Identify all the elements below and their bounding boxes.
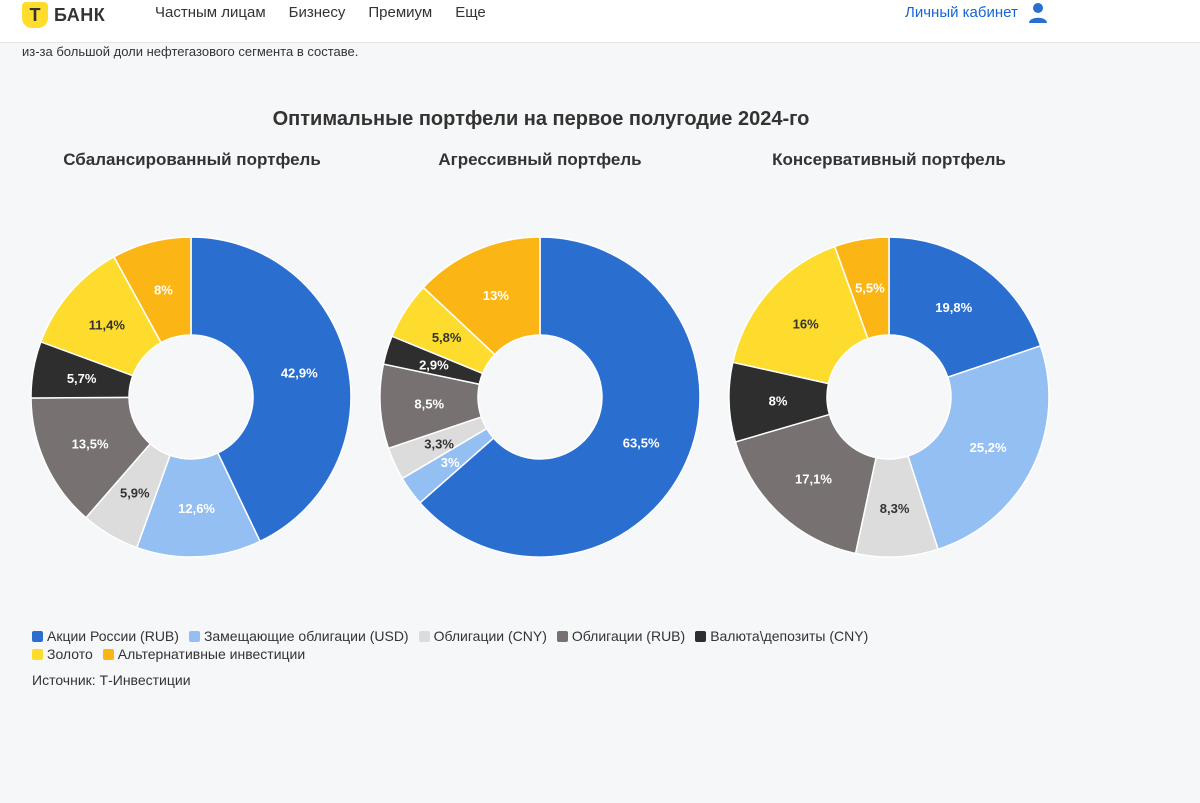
legend-label: Акции России (RUB) <box>47 628 179 644</box>
slice-label-aggressive-fx-deposits-cny: 2,9% <box>419 357 449 372</box>
slice-aggressive-stocks-rub[interactable] <box>418 236 701 558</box>
legend-label: Валюта\депозиты (CNY) <box>710 628 869 644</box>
slice-balanced-subst-bonds-usd[interactable] <box>135 451 262 558</box>
user-icon[interactable] <box>1028 2 1048 24</box>
slice-label-balanced-bonds-cny: 5,9% <box>120 486 150 501</box>
slice-conservative-subst-bonds-usd[interactable] <box>907 344 1050 551</box>
intro-text: из-за большой доли нефтегазового сегмент… <box>22 44 359 59</box>
legend-swatch <box>32 630 43 642</box>
nav-item-premium[interactable]: Премиум <box>368 4 433 21</box>
slice-label-balanced-gold: 11,4% <box>89 318 126 333</box>
legend-label: Облигации (RUB) <box>571 628 686 644</box>
slice-label-balanced-fx-deposits-cny: 5,7% <box>67 371 97 386</box>
logo-shield-icon: Т <box>22 2 48 28</box>
legend-swatch <box>556 630 568 642</box>
top-navigation-bar: Т БАНК Частным лицам Бизнесу Премиум Еще… <box>0 0 1200 43</box>
legend-item-fx-deposits-cny[interactable]: Валюта\депозиты (CNY) <box>695 628 868 644</box>
slice-balanced-stocks-rub[interactable] <box>190 236 352 543</box>
nav-item-business[interactable]: Бизнесу <box>288 4 346 21</box>
legend-label: Замещающие облигации (USD) <box>203 628 409 644</box>
slice-label-aggressive-alternative: 13% <box>483 288 509 303</box>
legend-item-bonds-rub[interactable]: Облигации (RUB) <box>556 628 686 644</box>
slice-label-conservative-alternative: 5,5% <box>855 281 885 296</box>
legend-label: Облигации (CNY) <box>433 628 547 644</box>
legend-item-subst-bonds-usd[interactable]: Замещающие облигации (USD) <box>188 628 409 644</box>
slice-conservative-bonds-rub[interactable] <box>734 413 877 555</box>
slice-conservative-alternative[interactable] <box>833 236 890 340</box>
slice-label-aggressive-bonds-cny: 3,3% <box>424 436 454 451</box>
legend-label: Золото <box>47 646 93 662</box>
legend-swatch <box>188 630 200 642</box>
slice-label-aggressive-bonds-rub: 8,5% <box>414 397 444 412</box>
slice-label-balanced-subst-bonds-usd: 12,6% <box>178 501 215 516</box>
legend-item-stocks-rub[interactable]: Акции России (RUB) <box>32 628 179 644</box>
slice-label-conservative-bonds-rub: 17,1% <box>795 471 832 486</box>
slice-label-balanced-bonds-rub: 13,5% <box>72 436 109 451</box>
legend-label: Альтернативные инвестиции <box>117 646 306 662</box>
slice-label-aggressive-stocks-rub: 63,5% <box>623 436 660 451</box>
legend-swatch <box>102 648 114 660</box>
logo-text: БАНК <box>54 4 106 25</box>
pie-title-conservative: Консервативный портфель <box>772 150 1006 169</box>
chart-source: Источник: Т-Инвестиции <box>32 672 191 688</box>
slice-conservative-gold[interactable] <box>731 245 869 385</box>
slice-label-conservative-gold: 16% <box>793 317 819 332</box>
legend-swatch <box>418 630 430 642</box>
slice-conservative-stocks-rub[interactable] <box>888 236 1042 379</box>
legend-item-bonds-cny[interactable]: Облигации (CNY) <box>418 628 547 644</box>
legend-item-gold[interactable]: Золото <box>32 646 93 662</box>
slice-label-conservative-fx-deposits-cny: 8% <box>769 394 788 409</box>
main-nav: Частным лицам Бизнесу Премиум Еще <box>155 4 486 21</box>
slice-label-aggressive-subst-bonds-usd: 3% <box>441 455 460 470</box>
slice-label-balanced-alternative: 8% <box>154 282 173 297</box>
personal-account-link[interactable]: Личный кабинет <box>905 4 1018 21</box>
legend-item-alternative[interactable]: Альтернативные инвестиции <box>102 646 306 662</box>
legend-swatch <box>32 648 43 660</box>
chart-title: Оптимальные портфели на первое полугодие… <box>272 108 810 130</box>
slice-label-conservative-subst-bonds-usd: 25,2% <box>970 440 1007 455</box>
slice-label-balanced-stocks-rub: 42,9% <box>281 365 318 380</box>
slice-aggressive-alternative[interactable] <box>422 236 541 356</box>
pie-title-balanced: Сбалансированный портфель <box>63 150 321 169</box>
slice-balanced-alternative[interactable] <box>112 236 192 344</box>
nav-item-individuals[interactable]: Частным лицам <box>155 4 266 21</box>
pie-title-aggressive: Агрессивный портфель <box>438 150 642 169</box>
bank-logo[interactable]: Т БАНК <box>22 2 105 28</box>
slice-label-aggressive-gold: 5,8% <box>432 330 462 345</box>
slice-label-conservative-stocks-rub: 19,8% <box>935 300 972 315</box>
chart-legend: Акции России (RUB) Замещающие облигации … <box>32 628 932 662</box>
legend-swatch <box>695 630 707 642</box>
slice-label-conservative-bonds-cny: 8,3% <box>880 501 910 516</box>
nav-item-more[interactable]: Еще <box>455 4 486 21</box>
